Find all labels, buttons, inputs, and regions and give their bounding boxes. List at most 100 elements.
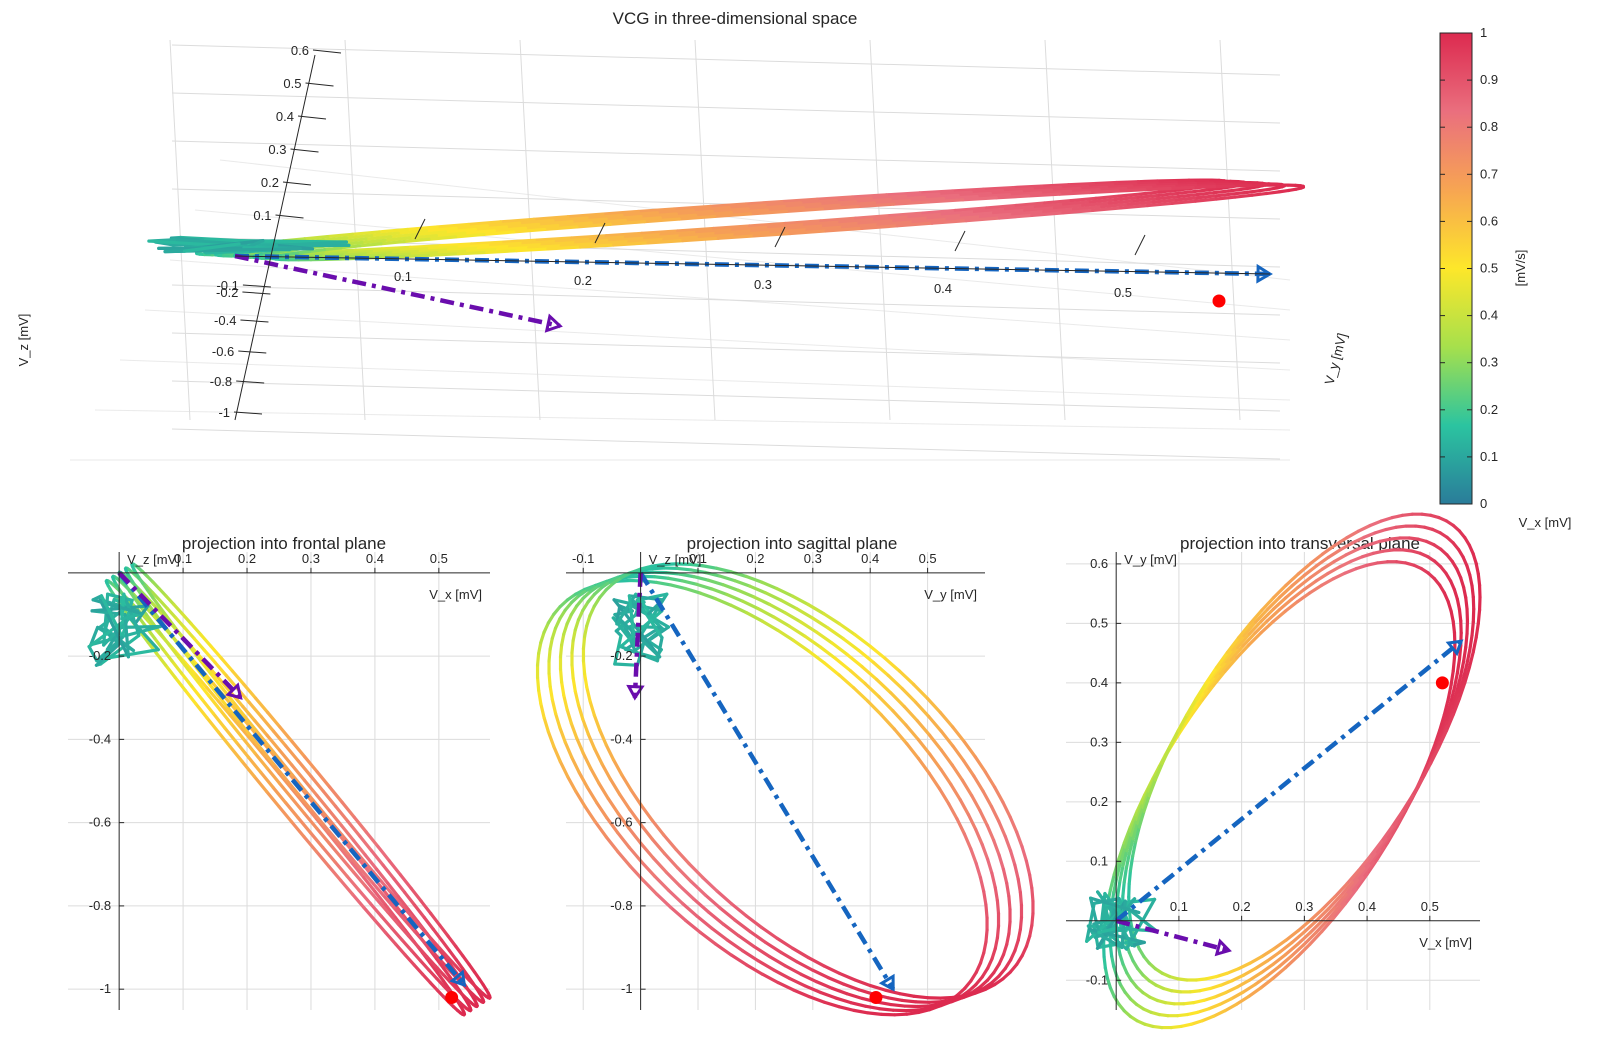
curve-segment [1217, 197, 1236, 199]
curve-segment [824, 966, 840, 973]
curve-segment [1032, 913, 1033, 925]
curve-segment [544, 718, 548, 732]
curve-segment [1030, 925, 1032, 936]
y-tick-label: 0.5 [1090, 615, 1108, 630]
curve-segment [839, 1007, 854, 1011]
x-tick-label: -0.1 [572, 551, 594, 566]
curve-segment [715, 599, 730, 606]
curve-segment [1090, 191, 1118, 192]
x-axis-label: V_x [mV] [429, 587, 482, 602]
x-tick-label: 0.2 [1233, 899, 1251, 914]
curve-segment [999, 855, 1003, 869]
curve-segment [657, 582, 671, 585]
z-tick-mark [238, 351, 266, 353]
curve-segment [964, 761, 974, 776]
curve-segment [888, 998, 902, 1001]
curve-segment [1017, 832, 1022, 847]
curve-segment [981, 953, 984, 963]
curve-segment [809, 997, 824, 1003]
x-axis-label: V_x [mV] [1419, 935, 1472, 950]
curve-segment [562, 682, 564, 695]
curve-segment [840, 973, 855, 980]
panel-3d-xlabel: V_x [mV] [1519, 515, 1572, 530]
curve-segment [185, 628, 195, 639]
curve-segment [851, 1003, 866, 1007]
curve-segment [682, 581, 697, 585]
curve-segment [999, 821, 1005, 836]
curve-segment [433, 929, 441, 940]
curve-segment [1118, 880, 1120, 894]
curve-segment [608, 798, 618, 813]
curve-segment [902, 689, 916, 703]
colorbar-tick-label: 0.6 [1480, 213, 1498, 228]
curve-segment [564, 624, 567, 634]
curve-segment [642, 862, 655, 876]
curve-segment [874, 662, 889, 675]
curve-segment [929, 717, 941, 732]
curve-segment [655, 876, 669, 890]
curve-segment [548, 732, 553, 747]
colorbar-tick-label: 0.5 [1480, 261, 1498, 276]
curve-segment [824, 663, 839, 675]
curve-segment [1220, 999, 1232, 1005]
curve-segment [1334, 573, 1346, 579]
curve-segment [953, 746, 964, 761]
curve-segment [986, 930, 987, 942]
curve-segment [166, 665, 176, 677]
curve-segment [1237, 996, 1249, 1004]
curve-segment [549, 649, 550, 661]
curve-segment [1226, 987, 1238, 993]
curve-segment [900, 671, 914, 684]
curve-segment [918, 1006, 930, 1007]
curve-segment [680, 886, 694, 899]
curve-segment [914, 996, 928, 997]
curve-segment [865, 1006, 879, 1009]
gridline [95, 410, 1290, 430]
y-tick-label: -0.8 [89, 898, 111, 913]
curve-segment [666, 872, 680, 886]
curve-segment [974, 776, 983, 791]
curve-segment [785, 966, 801, 974]
curve-segment [1170, 187, 1193, 188]
curve-segment [175, 677, 185, 690]
curve-segment [548, 247, 580, 249]
curve-segment [1239, 963, 1251, 969]
curve-segment [538, 653, 539, 665]
colorbar-tick-label: 0.1 [1480, 449, 1498, 464]
curve-segment [750, 586, 765, 593]
curve-segment [1229, 189, 1241, 191]
curve-segment [580, 245, 613, 247]
curve-segment [1334, 555, 1346, 562]
curve-segment [1176, 198, 1197, 200]
y-axis-label: V_z [mV] [127, 552, 180, 567]
curve-segment [700, 933, 715, 945]
curve-segment [885, 990, 900, 994]
curve-segment [172, 661, 182, 673]
curve-segment [851, 671, 866, 684]
curve-segment [1215, 186, 1234, 187]
curve-segment [1213, 1011, 1225, 1017]
curve-segment [881, 715, 894, 729]
curve-segment [1215, 992, 1226, 996]
curve-segment [1198, 1009, 1209, 1012]
gridline [172, 381, 1280, 411]
curve-segment [668, 578, 682, 581]
curve-segment [777, 938, 793, 948]
curve-segment [832, 643, 847, 655]
curve-segment [761, 582, 776, 589]
curve-segment [906, 725, 918, 740]
curve-segment [918, 1008, 930, 1010]
y-tick-label: -0.4 [89, 731, 111, 746]
gridline [172, 333, 1280, 363]
curve-segment [597, 803, 607, 818]
curve-segment [665, 854, 678, 868]
curve-segment [940, 712, 952, 727]
curve-segment [1217, 973, 1228, 976]
curve-segment [1459, 610, 1460, 621]
curve-segment [590, 701, 594, 715]
curve-segment [828, 978, 843, 985]
curve-segment [879, 1009, 893, 1010]
x-tick-label: 0.5 [919, 551, 937, 566]
curves [1087, 514, 1480, 1027]
